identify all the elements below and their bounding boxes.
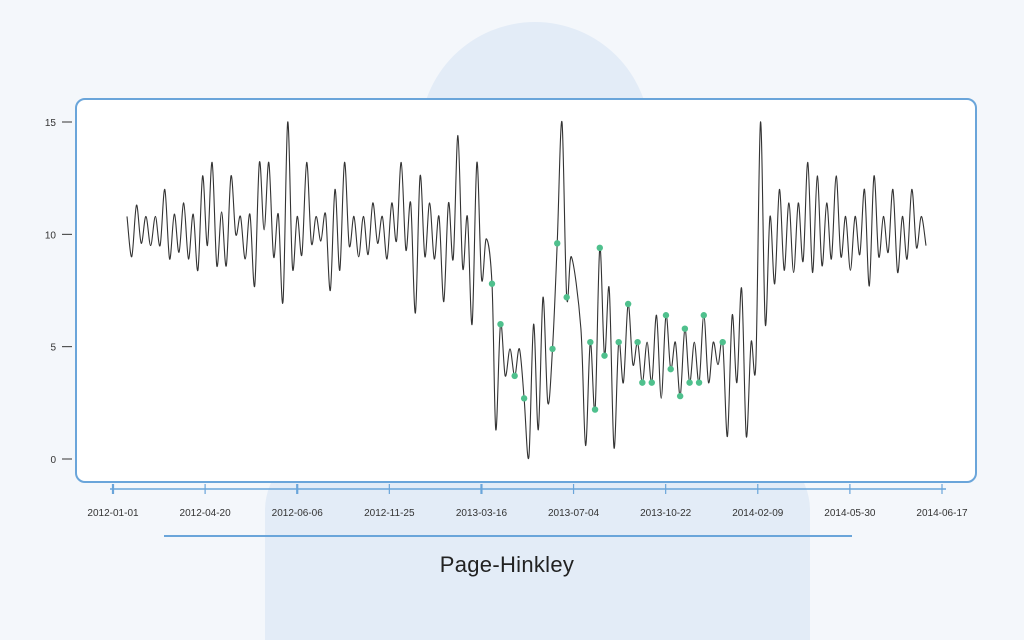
change-point-marker [667,365,674,373]
y-tick-label: 10 [45,230,57,241]
change-point-marker [700,312,707,319]
x-tick-label: 2012-11-25 [364,508,415,519]
x-tick-label: 2013-07-04 [548,508,600,519]
change-point-marker [587,338,594,346]
change-point-marker [634,338,641,346]
change-point-marker [615,338,622,346]
change-point-marker [554,240,561,247]
change-point-marker [648,379,655,386]
line-series [126,121,927,460]
x-tick-label: 2013-10-22 [640,508,692,519]
change-point-marker [676,392,684,400]
change-point-marker [591,406,599,413]
x-tick-label: 2014-05-30 [824,508,876,519]
x-tick-label: 2014-06-17 [916,508,968,519]
change-point-markers [488,240,726,413]
x-tick-label: 2012-04-20 [180,508,232,519]
series-line [126,121,927,460]
change-point-marker [719,338,726,346]
chart-title: Page-Hinkley [439,552,575,577]
change-point-marker [497,321,504,328]
change-point-marker [624,300,632,308]
y-tick-label: 5 [50,343,56,354]
change-point-marker [686,379,693,386]
plot-frame [75,98,977,483]
change-point-marker [488,280,496,287]
change-point-marker [563,294,570,301]
change-point-marker [549,345,556,353]
x-tick-label: 2014-02-09 [732,508,784,519]
x-tick-label: 2012-06-06 [272,508,324,519]
change-point-marker [520,395,528,402]
change-point-marker [601,352,608,359]
change-point-marker [681,325,689,332]
change-point-marker [662,312,670,319]
y-tick-label: 0 [50,455,56,466]
y-tick-label: 15 [45,118,57,129]
change-point-marker [695,379,703,386]
change-point-marker [639,379,646,386]
change-point-marker [596,244,603,252]
x-tick-label: 2012-01-01 [87,508,139,519]
y-axis: 0 5 10 15 [45,118,72,466]
x-axis: 2012-01-01 2012-04-20 2012-06-06 2012-11-25… [87,484,968,537]
change-point-marker [511,372,518,380]
x-tick-label: 2013-03-16 [456,508,508,519]
